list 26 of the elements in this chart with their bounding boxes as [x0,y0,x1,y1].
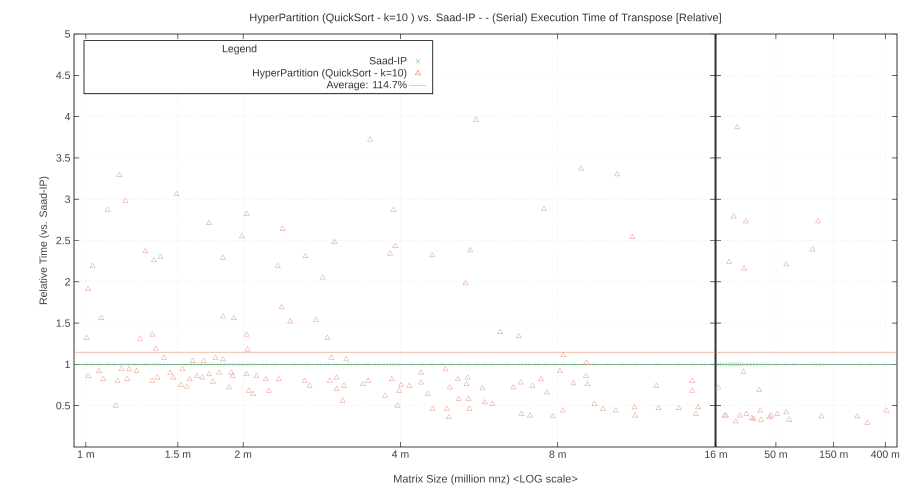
x-tick-label: 150 m [820,450,848,458]
y-tick-label: 0.5 [56,402,70,410]
x-tick-label: 8 m [549,450,566,458]
x-tick-label: 50 m [764,450,787,458]
y-tick-label: 4.5 [56,72,70,79]
x-tick-label: 2 m [234,450,252,458]
y-tick-label: 4 [64,113,70,120]
x-tick-label: 4 m [392,450,408,458]
y-tick-label: 5 [65,30,70,38]
legend-title: Legend [222,44,256,54]
x-tick-label: 400 m [870,450,900,458]
y-tick-label: 2.5 [56,236,70,244]
legend-label: Saad-IP [370,56,406,64]
legend-label: Average: 114.7% [326,80,407,90]
x-tick-label: 1 m [78,450,94,458]
x-tick-label: 16 m [705,450,727,458]
y-tick-label: 2 [65,278,70,286]
chart-title: HyperPartition (QuickSort - k=10 ) vs. Saad-IP - - (Serial) Execution Time of Transpose [Relative] [250,13,721,24]
x-tick-label: 1.5 m [166,450,190,458]
y-tick-label: 3 [65,195,70,203]
x-axis-title: Matrix Size (million nnz) <LOG scale> [394,474,578,485]
y-tick-label: 1.5 [56,319,70,327]
y-axis-title: Relative Time (vs. Saad-IP) [39,176,50,304]
y-tick-label: 3.5 [56,154,70,162]
legend-label: HyperPartition (QuickSort - k=10) [252,68,406,79]
y-tick-label: 1 [65,360,70,368]
